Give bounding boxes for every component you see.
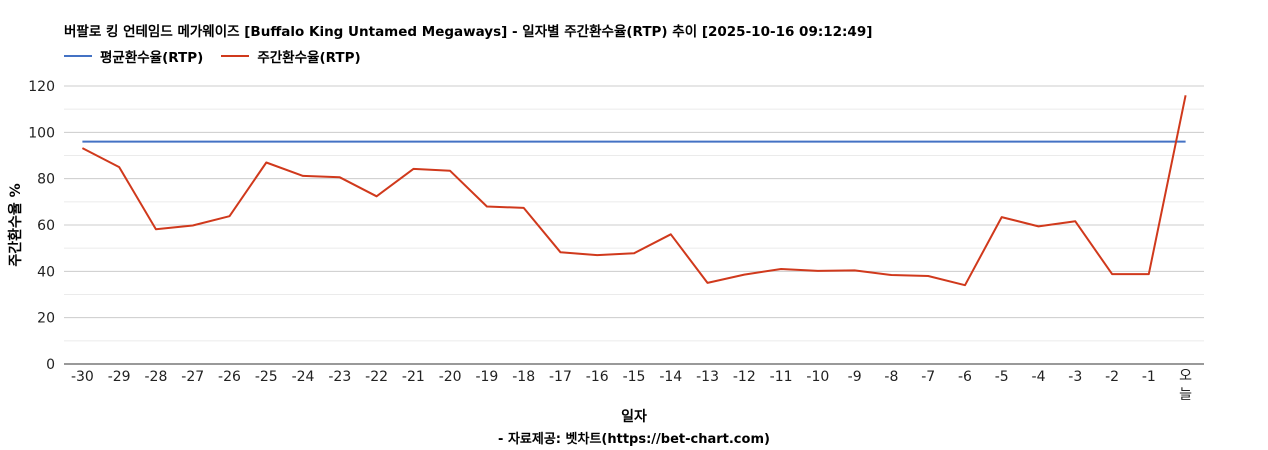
y-tick-label: 120 bbox=[28, 79, 55, 95]
x-tick-label: -15 bbox=[623, 369, 646, 385]
x-tick-label: -12 bbox=[733, 369, 756, 385]
x-tick-label: 오 bbox=[1179, 368, 1192, 384]
source-note: - 자료제공: 벳차트(https://bet-chart.com) bbox=[498, 432, 770, 447]
x-tick-label: -14 bbox=[659, 369, 682, 385]
x-tick-label: -19 bbox=[475, 369, 498, 385]
x-tick-label: -2 bbox=[1105, 369, 1119, 385]
x-tick-label: -20 bbox=[439, 369, 462, 385]
x-tick-label: -16 bbox=[586, 369, 609, 385]
y-tick-label: 40 bbox=[37, 264, 55, 280]
chart-title: 버팔로 킹 언테임드 메가웨이즈 [Buffalo King Untamed M… bbox=[64, 24, 873, 40]
y-tick-label: 80 bbox=[37, 172, 55, 188]
legend-label-weekly: 주간환수율(RTP) bbox=[257, 50, 361, 66]
x-tick-label: -29 bbox=[108, 369, 131, 385]
x-tick-label: -21 bbox=[402, 369, 425, 385]
x-axis-title: 일자 bbox=[621, 409, 647, 425]
y-tick-label: 60 bbox=[37, 218, 55, 234]
x-tick-label: -28 bbox=[144, 369, 167, 385]
x-tick-label: -22 bbox=[365, 369, 388, 385]
legend-item-average[interactable]: 평균환수율(RTP) bbox=[64, 46, 203, 66]
x-tick-label: -9 bbox=[848, 369, 862, 385]
y-tick-label: 100 bbox=[28, 125, 55, 141]
y-axis-title: 주간환수율 % bbox=[7, 183, 24, 266]
x-tick-label: -5 bbox=[995, 369, 1009, 385]
x-tick-label: -30 bbox=[71, 369, 94, 385]
x-tick-label: -17 bbox=[549, 369, 572, 385]
x-tick-label: -27 bbox=[181, 369, 204, 385]
x-tick-label: -23 bbox=[328, 369, 351, 385]
x-tick-label: -8 bbox=[884, 369, 898, 385]
x-tick-label: -7 bbox=[921, 369, 935, 385]
legend-item-weekly[interactable]: 주간환수율(RTP) bbox=[221, 46, 361, 66]
y-tick-label: 20 bbox=[37, 311, 55, 327]
x-tick-label: -11 bbox=[770, 369, 793, 385]
x-tick-label: -24 bbox=[292, 369, 315, 385]
x-tick-label: -3 bbox=[1068, 369, 1082, 385]
x-tick-label: -10 bbox=[806, 369, 829, 385]
legend-swatch-weekly bbox=[221, 55, 250, 57]
y-tick-label: 0 bbox=[46, 357, 55, 373]
legend-label-average: 평균환수율(RTP) bbox=[100, 50, 204, 66]
x-tick-label: -18 bbox=[512, 369, 535, 385]
x-tick-label: -4 bbox=[1032, 369, 1046, 385]
legend-swatch-average bbox=[64, 55, 92, 57]
x-tick-label: -26 bbox=[218, 369, 241, 385]
x-tick-label: -13 bbox=[696, 369, 719, 385]
series-line-weekly bbox=[81, 95, 1187, 287]
x-tick-label: -1 bbox=[1142, 369, 1156, 385]
x-tick-label: -25 bbox=[255, 369, 278, 385]
x-tick-label: -6 bbox=[958, 369, 972, 385]
legend: 평균환수율(RTP) 주간환수율(RTP) bbox=[64, 46, 379, 66]
x-tick-label: 늘 bbox=[1179, 387, 1192, 403]
